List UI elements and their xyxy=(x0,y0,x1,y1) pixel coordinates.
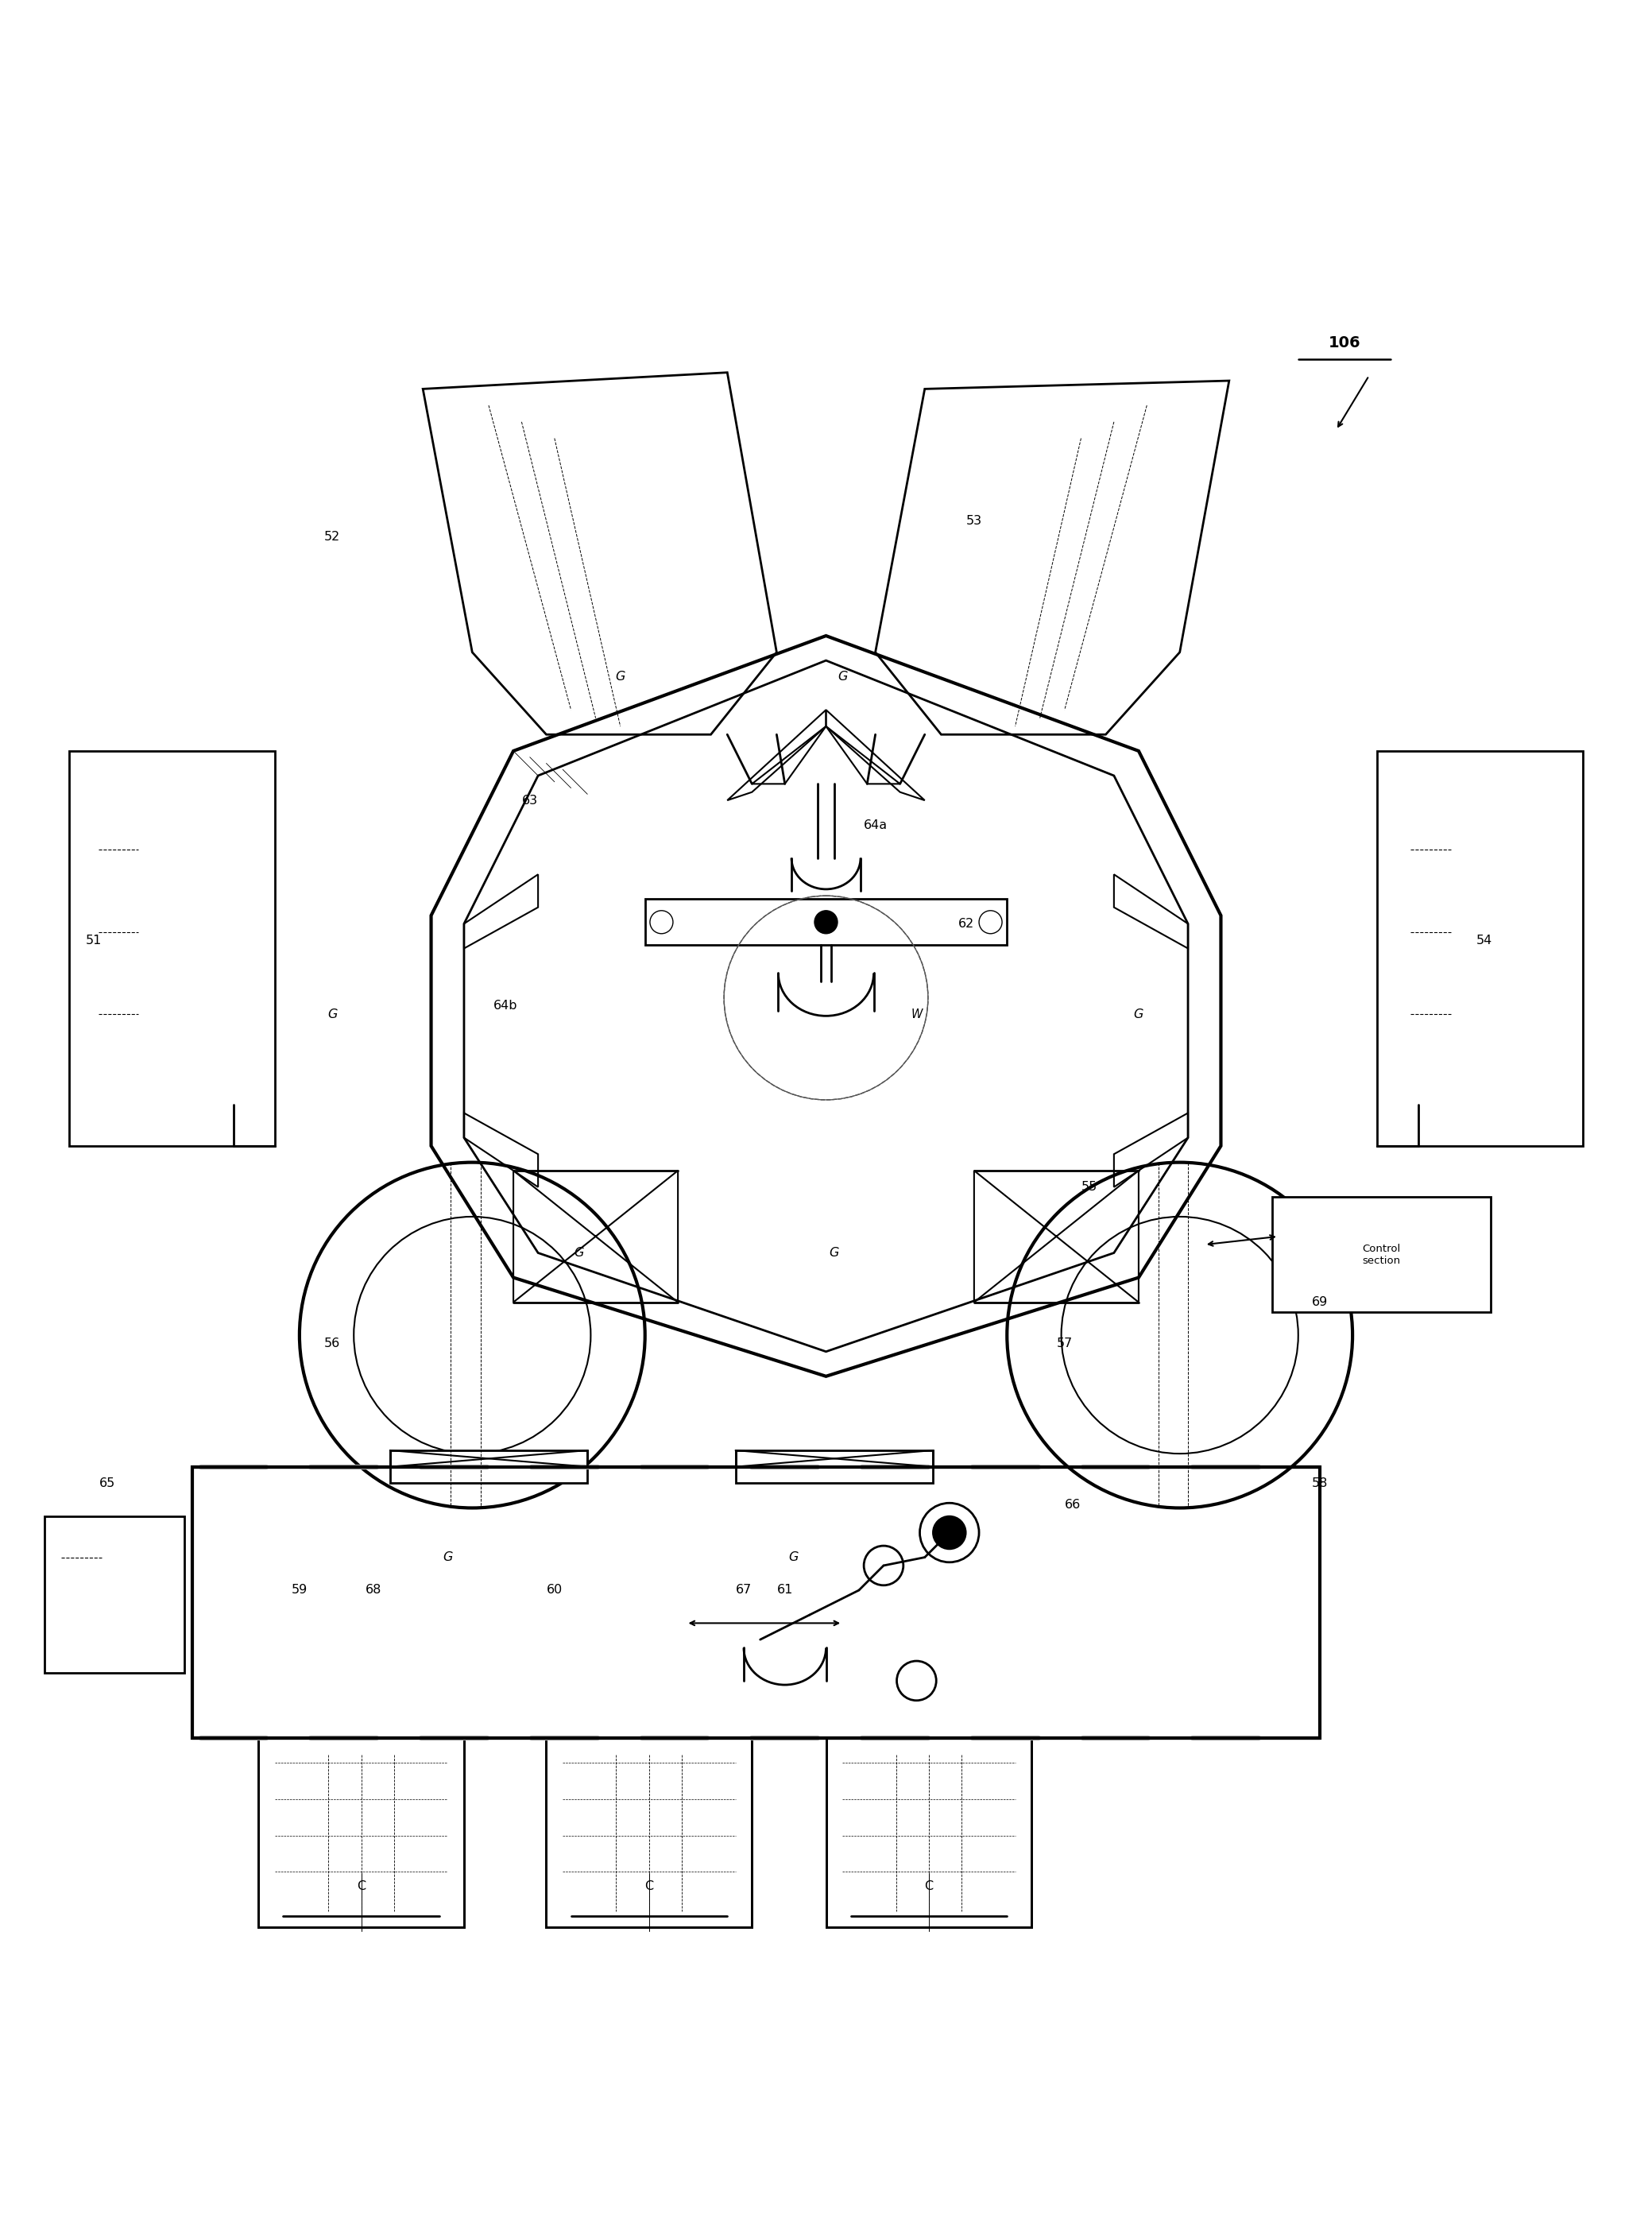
Text: W: W xyxy=(910,1008,922,1020)
Text: 59: 59 xyxy=(291,1585,307,1596)
Text: 69: 69 xyxy=(1312,1296,1328,1309)
Bar xyxy=(547,1739,752,1928)
Text: C: C xyxy=(644,1881,654,1892)
Bar xyxy=(390,1451,588,1483)
Text: 61: 61 xyxy=(776,1585,793,1596)
Bar xyxy=(45,1516,185,1672)
Text: G: G xyxy=(575,1247,585,1260)
Text: G: G xyxy=(443,1552,453,1563)
Text: 53: 53 xyxy=(966,514,981,528)
Text: 57: 57 xyxy=(1057,1338,1072,1349)
Text: 58: 58 xyxy=(1312,1478,1328,1489)
Bar xyxy=(826,1739,1031,1928)
Text: G: G xyxy=(829,1247,839,1260)
Text: G: G xyxy=(616,670,624,683)
Text: G: G xyxy=(1133,1008,1143,1020)
Text: C: C xyxy=(357,1881,365,1892)
FancyBboxPatch shape xyxy=(1272,1198,1490,1311)
Bar xyxy=(258,1739,464,1928)
Bar xyxy=(644,899,1008,946)
Text: 62: 62 xyxy=(958,917,975,930)
Bar xyxy=(193,1467,1320,1739)
Text: 54: 54 xyxy=(1477,935,1492,946)
Text: 67: 67 xyxy=(735,1585,752,1596)
Circle shape xyxy=(933,1516,966,1549)
Bar xyxy=(826,1739,1031,1928)
Text: 68: 68 xyxy=(365,1585,382,1596)
Text: 55: 55 xyxy=(1080,1182,1097,1193)
Bar xyxy=(547,1739,752,1928)
Text: G: G xyxy=(788,1552,798,1563)
Text: 64a: 64a xyxy=(864,819,887,830)
Text: 56: 56 xyxy=(324,1338,340,1349)
Text: G: G xyxy=(327,1008,337,1020)
Text: Control
section: Control section xyxy=(1363,1244,1401,1267)
Text: 51: 51 xyxy=(86,935,102,946)
Bar xyxy=(258,1739,464,1928)
Text: 52: 52 xyxy=(324,532,340,543)
Text: 64b: 64b xyxy=(492,999,517,1013)
Circle shape xyxy=(814,910,838,933)
Text: 60: 60 xyxy=(547,1585,563,1596)
Text: 65: 65 xyxy=(99,1478,116,1489)
Text: 63: 63 xyxy=(522,795,539,806)
Text: G: G xyxy=(838,670,847,683)
Text: C: C xyxy=(925,1881,933,1892)
Text: 66: 66 xyxy=(1066,1498,1080,1511)
Text: 106: 106 xyxy=(1328,336,1361,349)
Bar xyxy=(735,1451,933,1483)
